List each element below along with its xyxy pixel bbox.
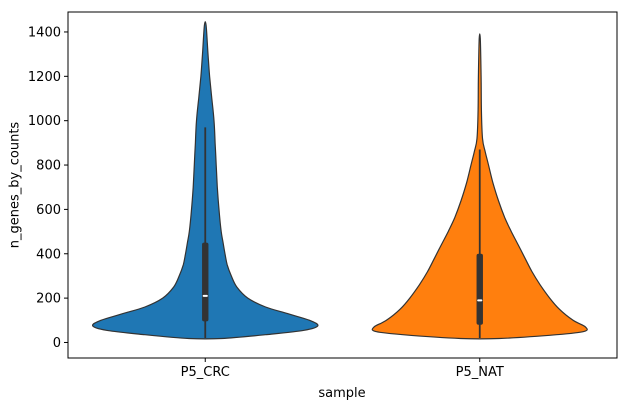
y-tick-label: 600	[36, 203, 61, 218]
box-P5_CRC	[202, 242, 209, 322]
y-tick-label: 400	[36, 247, 61, 262]
median-marker-P5_CRC	[202, 294, 208, 297]
y-tick-label: 200	[36, 292, 61, 307]
x-tick-label-P5_NAT: P5_NAT	[456, 365, 504, 380]
y-tick-label: 800	[36, 159, 61, 174]
x-tick-label-P5_CRC: P5_CRC	[181, 365, 230, 380]
y-tick-label: 1000	[28, 114, 61, 129]
y-axis-label: n_genes_by_counts	[7, 121, 23, 249]
box-P5_NAT	[476, 253, 483, 325]
y-tick-label: 0	[53, 336, 61, 351]
y-tick-label: 1400	[28, 25, 61, 40]
median-marker-P5_NAT	[477, 299, 483, 302]
x-axis-label: sample	[318, 386, 366, 401]
axes-frame	[67, 11, 618, 359]
y-tick-label: 1200	[28, 70, 61, 85]
